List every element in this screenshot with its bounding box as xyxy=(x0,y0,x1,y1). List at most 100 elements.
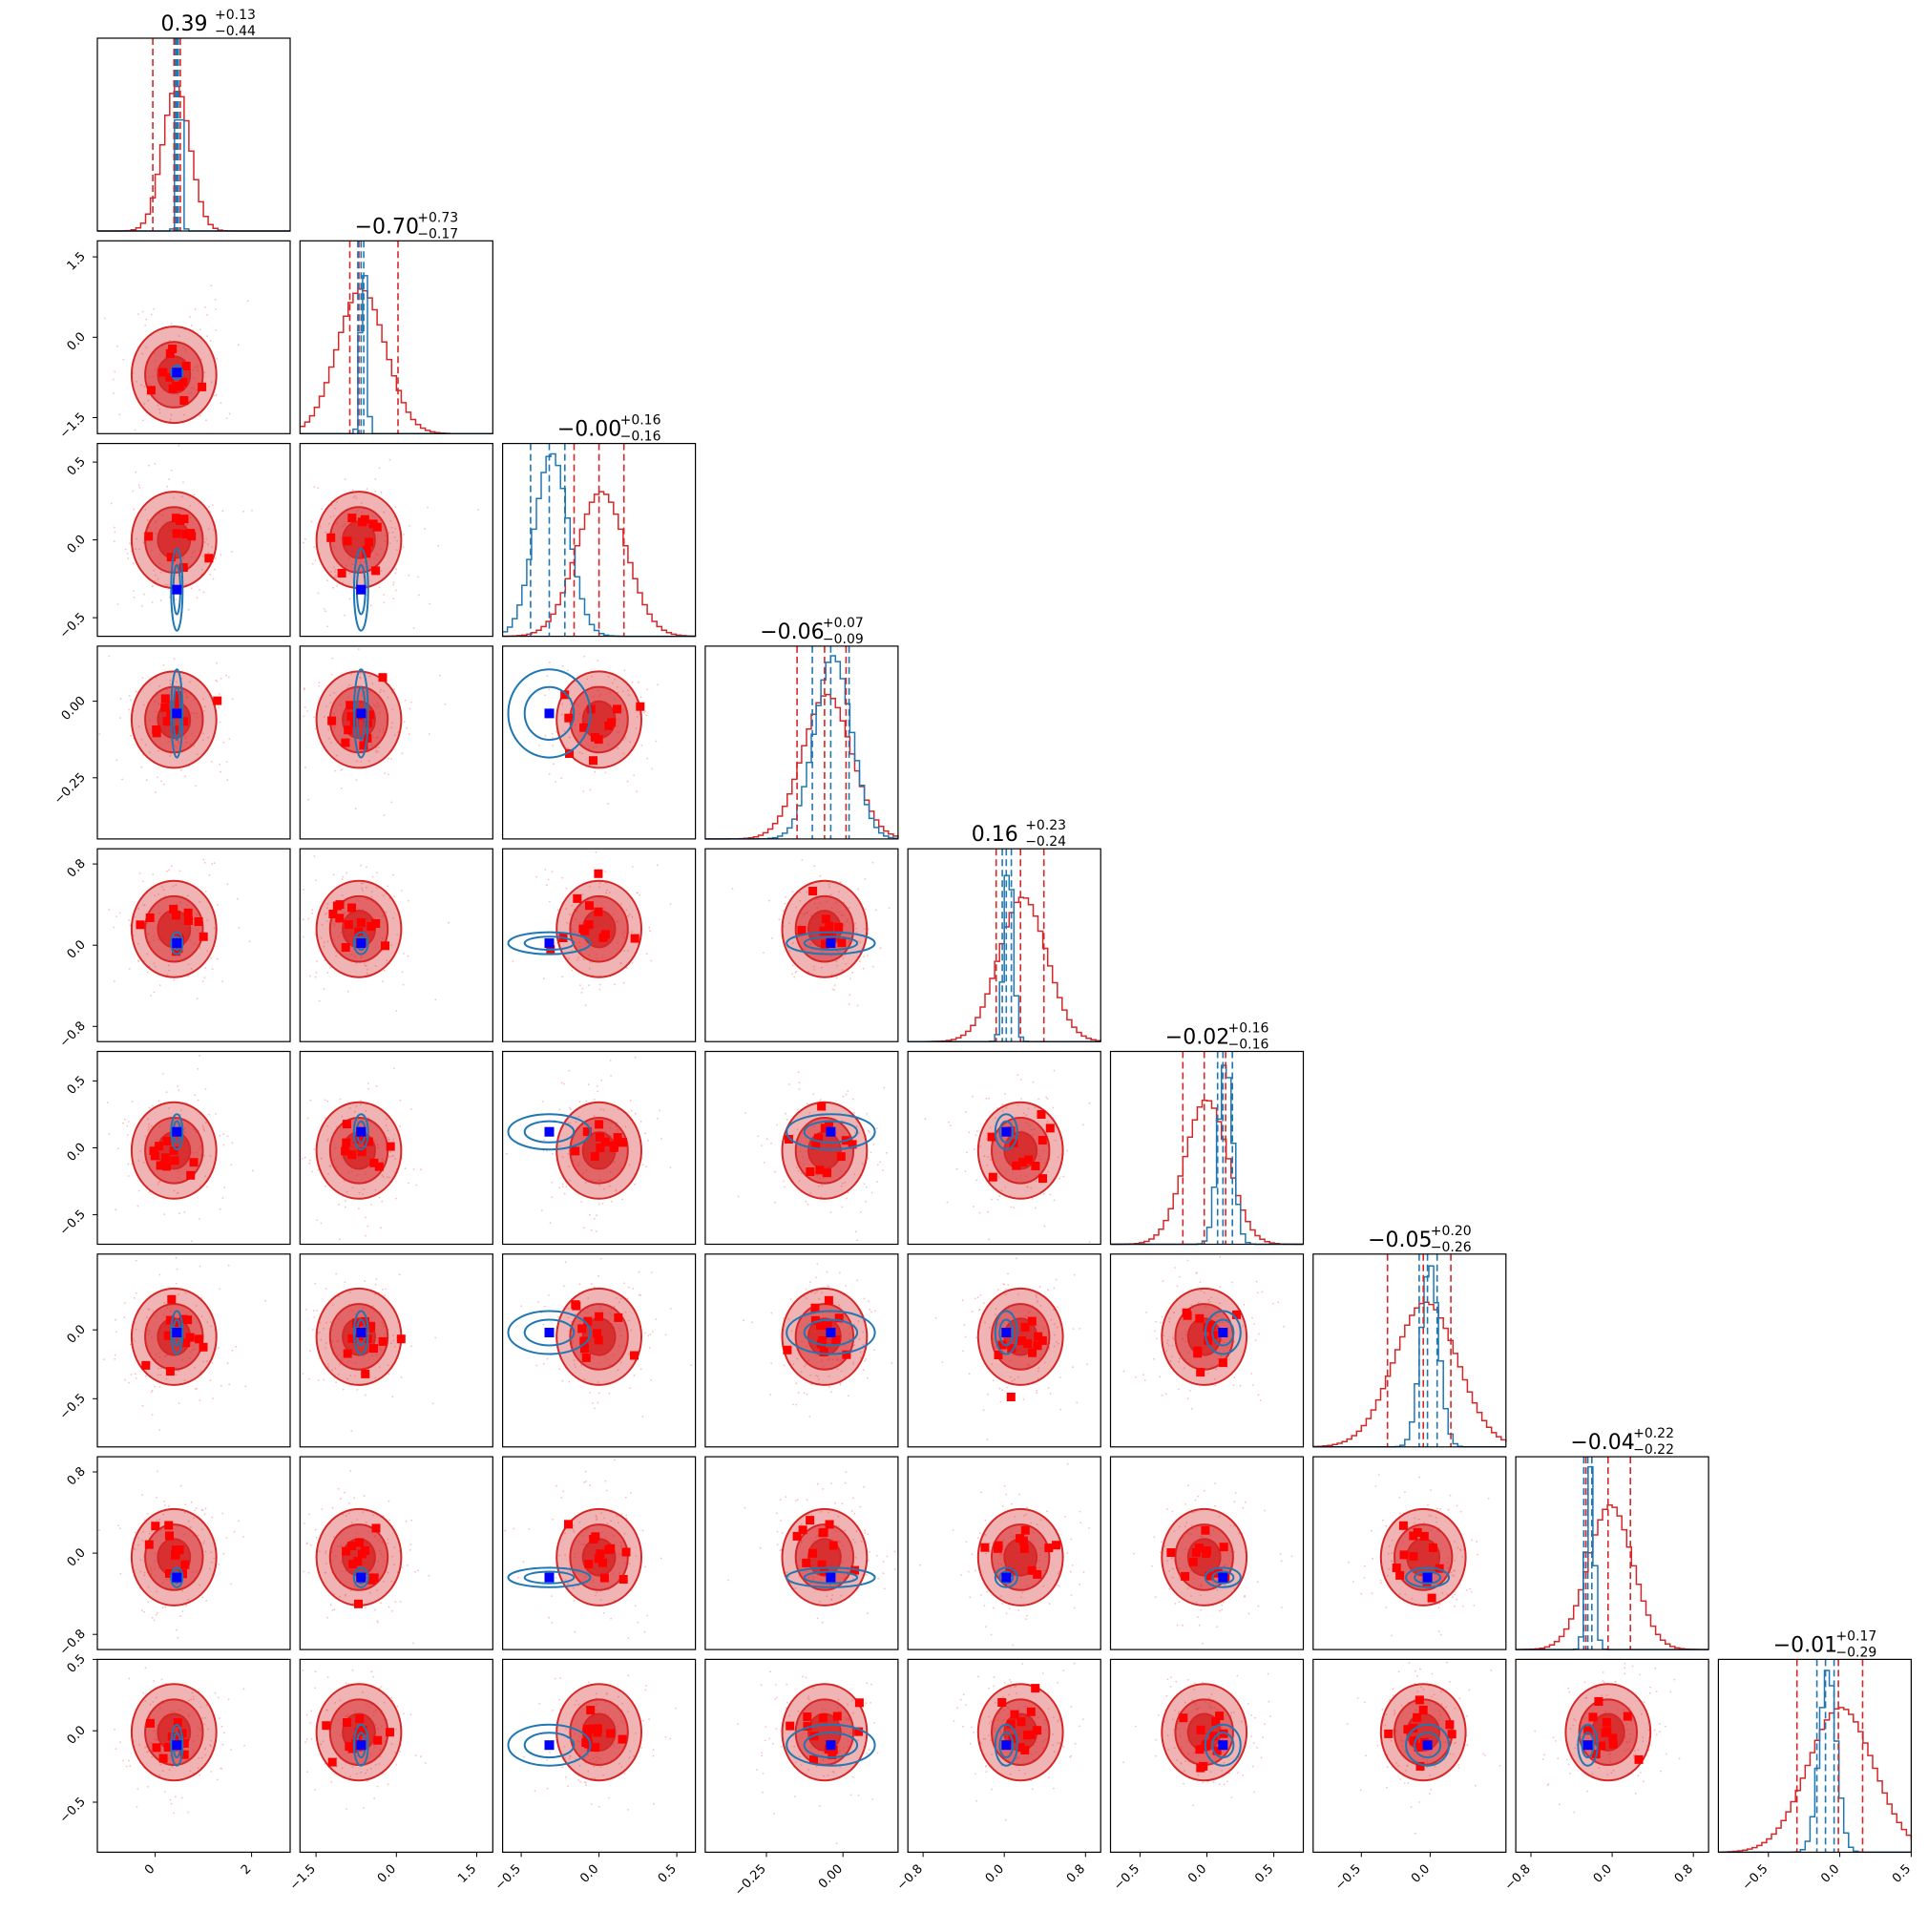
sample-marker xyxy=(326,533,336,542)
scatter-point xyxy=(727,1579,729,1582)
scatter-point xyxy=(614,678,616,681)
sample-marker xyxy=(988,1172,997,1182)
scatter-point xyxy=(1244,1594,1246,1597)
sample-marker xyxy=(621,1547,631,1557)
secondary-contour-1 xyxy=(170,931,184,956)
scatter-point xyxy=(199,328,201,331)
scatter-point xyxy=(307,798,310,801)
sample-marker xyxy=(819,1527,828,1537)
scatter-point xyxy=(606,889,608,892)
scatter-point xyxy=(182,481,184,484)
sample-marker xyxy=(797,926,807,934)
scatter-point xyxy=(220,402,222,405)
scatter-point xyxy=(621,1198,623,1201)
scatter-point xyxy=(650,1378,652,1381)
scatter-point xyxy=(883,1086,886,1089)
scatter-point xyxy=(383,511,386,514)
scatter-point xyxy=(404,1167,407,1169)
scatter-point xyxy=(225,674,227,677)
scatter-point xyxy=(560,1497,563,1499)
scatter-point xyxy=(560,713,563,716)
sample-marker xyxy=(609,1143,618,1152)
scatter-point xyxy=(199,1054,201,1057)
scatter-point xyxy=(356,1389,359,1391)
scatter-point xyxy=(609,892,611,893)
scatter-point xyxy=(123,1316,126,1319)
scatter-point xyxy=(591,685,593,687)
scatter-point xyxy=(382,980,384,983)
scatter-point xyxy=(141,1404,144,1407)
scatter-point xyxy=(988,1097,990,1100)
truth-marker xyxy=(544,1328,555,1337)
scatter-point xyxy=(568,1069,571,1072)
truth-marker xyxy=(544,1572,555,1583)
scatter-point xyxy=(215,308,217,310)
scatter-point xyxy=(304,537,306,540)
scatter-point xyxy=(311,909,314,912)
scatter-point xyxy=(629,741,631,744)
scatter-point xyxy=(116,1147,119,1150)
scatter-point xyxy=(145,318,148,321)
scatter-point xyxy=(865,1358,868,1360)
scatter-point xyxy=(382,894,385,896)
scatter-point xyxy=(380,570,383,572)
scatter-point xyxy=(512,960,514,962)
scatter-point xyxy=(1076,1401,1079,1404)
scatter-point xyxy=(849,1794,852,1796)
scatter-point xyxy=(355,962,357,964)
scatter-point xyxy=(1064,1516,1066,1518)
scatter-point xyxy=(390,722,393,724)
scatter-point xyxy=(187,976,190,977)
scatter-point xyxy=(1251,1316,1253,1319)
scatter-point xyxy=(403,721,406,724)
scatter-point xyxy=(333,691,336,694)
truth-marker xyxy=(356,584,367,595)
scatter-point xyxy=(365,964,367,967)
sample-marker xyxy=(1037,1335,1047,1345)
scatter-point xyxy=(344,1281,346,1284)
scatter-point xyxy=(535,875,537,878)
scatter-point xyxy=(856,1279,859,1282)
scatter-point xyxy=(167,1504,170,1507)
scatter-point xyxy=(144,325,147,326)
scatter-point xyxy=(396,934,398,936)
scatter-point xyxy=(1447,1508,1450,1511)
scatter-point xyxy=(199,900,201,903)
scatter-point xyxy=(1364,1564,1366,1567)
scatter-point xyxy=(152,1104,154,1107)
scatter-point xyxy=(812,1093,815,1096)
scatter-point xyxy=(153,962,156,964)
scatter-point xyxy=(178,870,181,872)
scatter-point xyxy=(593,1099,596,1101)
scatter-point xyxy=(607,676,610,678)
scatter-point xyxy=(409,1713,412,1716)
scatter-point xyxy=(542,1363,545,1365)
scatter-point xyxy=(1184,1503,1186,1505)
scatter-point xyxy=(402,983,405,986)
scatter-point xyxy=(365,1216,367,1219)
scatter-point xyxy=(964,1170,967,1172)
scatter-point xyxy=(644,710,647,712)
sample-marker xyxy=(186,1170,196,1180)
scatter-point xyxy=(401,1566,404,1568)
truth-marker xyxy=(172,1126,182,1137)
scatter-point xyxy=(127,557,130,559)
scatter-point xyxy=(395,1764,397,1766)
scatter-point xyxy=(1283,1325,1285,1328)
sample-marker xyxy=(155,1142,164,1151)
scatter-point xyxy=(403,534,405,536)
scatter-point xyxy=(623,1773,626,1774)
scatter-point xyxy=(634,1605,637,1607)
scatter-point xyxy=(391,1609,393,1612)
scatter-point xyxy=(310,1710,313,1712)
panel-7-3 xyxy=(704,1456,899,1650)
scatter-point xyxy=(344,478,346,480)
scatter-point xyxy=(340,769,343,771)
scatter-point xyxy=(807,971,810,974)
scatter-point xyxy=(331,657,334,660)
sample-marker xyxy=(372,522,382,532)
scatter-point xyxy=(388,532,390,535)
scatter-point xyxy=(155,791,157,793)
scatter-point xyxy=(364,962,366,965)
scatter-point xyxy=(324,1185,326,1187)
